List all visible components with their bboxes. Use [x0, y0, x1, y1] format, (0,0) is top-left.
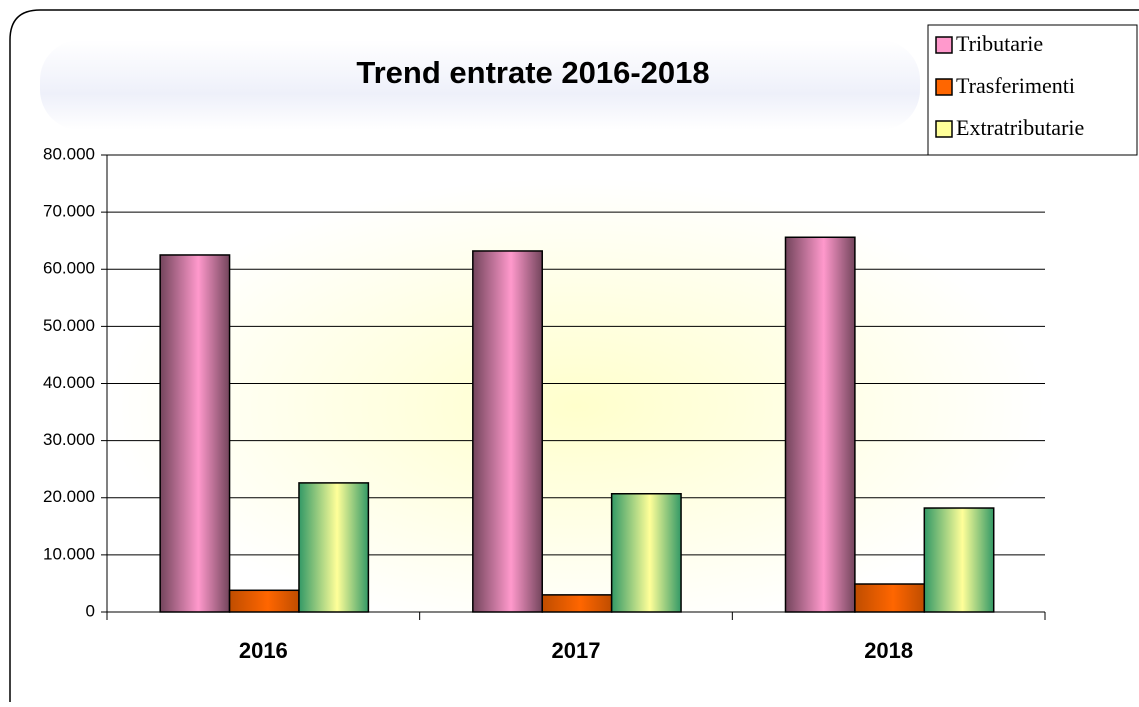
bar: [472, 250, 543, 613]
legend-swatch: [935, 36, 953, 54]
y-tick-label: 30.000: [43, 430, 95, 449]
bar: [298, 482, 370, 613]
bar: [923, 507, 995, 613]
y-tick-label: 70.000: [43, 202, 95, 221]
bar: [784, 236, 856, 613]
bar: [228, 589, 300, 613]
x-tick-label: 2016: [239, 638, 288, 663]
y-tick-label: 20.000: [43, 487, 95, 506]
legend-label: Trasferimenti: [956, 73, 1075, 98]
x-tick-label: 2017: [552, 638, 601, 663]
y-tick-label: 40.000: [43, 373, 95, 392]
frame: [9, 9, 1139, 702]
y-tick-label: 80.000: [43, 144, 95, 163]
bar: [159, 254, 231, 613]
y-tick-label: 50.000: [43, 316, 95, 335]
bar: [854, 583, 926, 613]
y-tick-label: 60.000: [43, 259, 95, 278]
legend-swatch: [935, 78, 953, 96]
y-tick-label: 10.000: [43, 544, 95, 563]
bar: [610, 493, 682, 613]
x-tick-label: 2018: [864, 638, 913, 663]
legend-label: Extratributarie: [956, 115, 1084, 140]
y-tick-label: 0: [86, 601, 95, 620]
chart-title: Trend entrate 2016-2018: [356, 55, 709, 90]
legend-label: Tributarie: [956, 31, 1043, 56]
title-glow: [40, 40, 920, 130]
legend-swatch: [935, 120, 953, 138]
legend: [927, 24, 1138, 156]
bar: [541, 594, 613, 613]
